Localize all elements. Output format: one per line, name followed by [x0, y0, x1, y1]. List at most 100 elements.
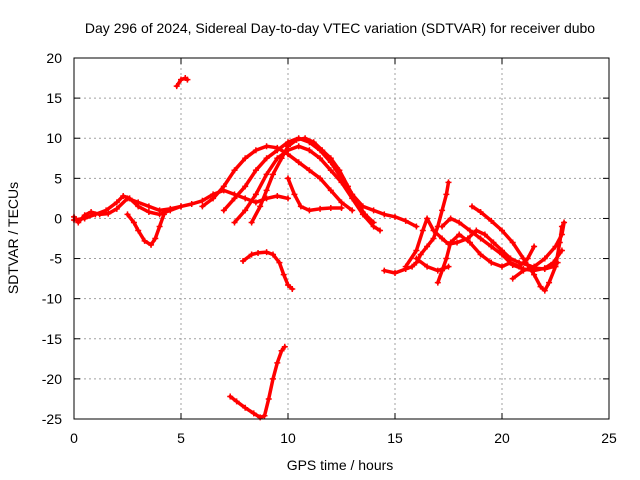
data-point	[306, 167, 313, 174]
data-point	[113, 205, 120, 212]
data-point	[263, 143, 270, 150]
data-point	[263, 155, 270, 162]
data-point	[242, 183, 249, 190]
data-point	[250, 410, 257, 417]
data-point	[402, 263, 409, 270]
data-point	[402, 217, 409, 224]
data-point	[424, 263, 431, 270]
data-point	[392, 269, 398, 276]
series-arc-4	[174, 76, 190, 88]
data-point	[499, 227, 505, 234]
data-point	[481, 231, 488, 238]
data-point	[370, 207, 377, 214]
x-tick-label: 5	[177, 430, 185, 446]
data-point	[338, 199, 345, 206]
data-point	[336, 167, 343, 174]
data-point	[445, 179, 452, 186]
data-point	[310, 139, 317, 146]
data-point	[509, 261, 516, 268]
data-point	[156, 223, 163, 230]
data-point	[531, 243, 538, 250]
data-point	[233, 398, 240, 405]
data-point	[377, 227, 384, 234]
x-tick-label: 0	[70, 430, 78, 446]
x-axis-label: GPS time / hours	[287, 457, 394, 473]
data-point	[520, 267, 527, 274]
data-point	[285, 143, 291, 150]
data-point	[231, 219, 238, 226]
data-point	[488, 217, 495, 224]
data-point	[561, 219, 568, 226]
data-point	[261, 412, 268, 419]
data-point	[520, 255, 527, 262]
data-point	[145, 203, 152, 210]
data-point	[103, 207, 110, 214]
data-point	[120, 192, 127, 199]
data-point	[178, 76, 184, 83]
data-point	[252, 199, 259, 206]
data-point	[434, 279, 441, 286]
data-point	[466, 239, 473, 246]
data-point	[280, 271, 287, 278]
data-point	[252, 147, 259, 154]
y-tick-label: 0	[54, 210, 62, 226]
data-point	[199, 203, 206, 210]
axis-ticks: 0 5 10 15 20 25 20 15 10 5 0 -5 -10 -15 -20 -25	[42, 50, 617, 446]
data-point	[270, 375, 277, 382]
data-point	[285, 195, 291, 202]
data-point	[278, 347, 285, 354]
data-point	[293, 136, 300, 143]
data-point	[167, 207, 174, 214]
data-point	[490, 239, 497, 246]
data-point	[252, 167, 259, 174]
data-point	[105, 210, 112, 217]
data-point	[413, 223, 420, 230]
data-point	[257, 203, 264, 210]
data-point	[306, 147, 313, 154]
data-point	[477, 209, 484, 216]
data-point	[370, 219, 377, 226]
y-tick-label: -5	[50, 251, 63, 267]
series-arc-10	[241, 250, 295, 291]
data-point	[552, 243, 559, 250]
data-point	[447, 239, 454, 246]
y-tick-label: -15	[42, 331, 62, 347]
data-point	[454, 239, 461, 246]
data-point	[419, 227, 426, 234]
x-tick-label: 15	[387, 430, 403, 446]
data-point	[509, 239, 516, 246]
y-tick-label: -20	[42, 371, 62, 387]
data-point	[531, 271, 538, 278]
data-point	[274, 147, 281, 154]
data-point	[413, 247, 420, 254]
data-point	[558, 231, 565, 238]
data-point	[338, 179, 345, 186]
data-point	[152, 235, 159, 242]
data-point	[327, 155, 334, 162]
data-point	[242, 195, 249, 202]
data-point	[327, 205, 334, 212]
data-point	[124, 211, 131, 218]
data-point	[295, 159, 302, 166]
data-point	[424, 243, 431, 250]
y-tick-label: 20	[46, 50, 62, 66]
data-point	[317, 155, 324, 162]
data-point	[381, 211, 388, 218]
data-point	[231, 167, 238, 174]
data-point	[456, 219, 463, 226]
data-point	[220, 207, 227, 214]
y-tick-label: -25	[42, 411, 62, 427]
data-point	[541, 287, 548, 294]
data-point	[541, 265, 548, 272]
data-point	[252, 191, 259, 198]
y-tick-label: 5	[54, 170, 62, 186]
data-point	[113, 199, 120, 206]
data-point	[531, 263, 538, 270]
chart-title: Day 296 of 2024, Sidereal Day-to-day VTE…	[85, 20, 595, 36]
data-point	[439, 235, 446, 242]
data-point	[447, 215, 454, 222]
series-arc-7	[232, 144, 382, 233]
data-point	[488, 259, 495, 266]
grid	[74, 58, 609, 419]
data-point	[319, 147, 326, 154]
